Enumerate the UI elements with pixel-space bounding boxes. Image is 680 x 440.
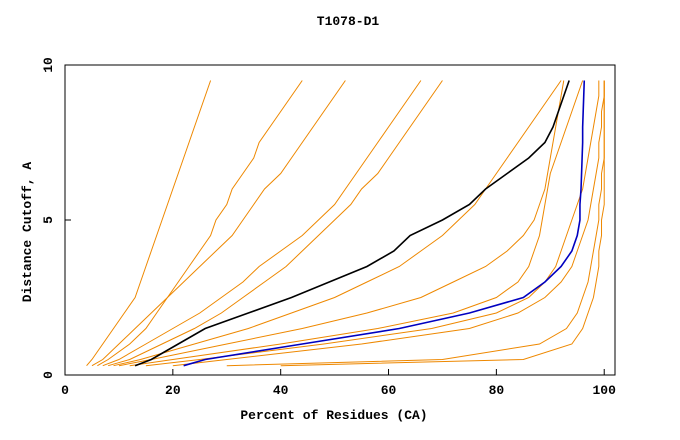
chart-title: T1078-D1	[317, 14, 380, 29]
x-tick-label: 40	[273, 383, 289, 398]
x-tick-label: 80	[489, 383, 505, 398]
series-line	[91, 80, 346, 367]
plot-area	[86, 80, 605, 367]
series-line	[97, 80, 303, 367]
series-line	[118, 80, 565, 367]
x-axis-label: Percent of Residues (CA)	[240, 408, 427, 423]
x-tick-label: 0	[61, 383, 69, 398]
series-line	[108, 80, 443, 367]
series-line	[172, 80, 605, 367]
series-line	[113, 80, 562, 367]
series-line	[129, 80, 584, 367]
series-line	[183, 80, 586, 367]
plot-frame	[64, 64, 616, 376]
series-line	[226, 80, 605, 367]
series-line	[145, 80, 600, 367]
series-line	[134, 80, 570, 367]
series-line	[86, 80, 212, 367]
x-tick-label: 100	[593, 383, 617, 398]
y-tick-label: 5	[41, 216, 56, 224]
y-tick-label: 10	[41, 57, 56, 73]
x-tick-label: 20	[165, 383, 181, 398]
y-tick-label: 0	[41, 371, 56, 379]
x-tick-label: 60	[381, 383, 397, 398]
series-line	[280, 80, 605, 367]
y-axis-label: Distance Cutoff, A	[20, 162, 35, 303]
series-line	[102, 80, 422, 367]
